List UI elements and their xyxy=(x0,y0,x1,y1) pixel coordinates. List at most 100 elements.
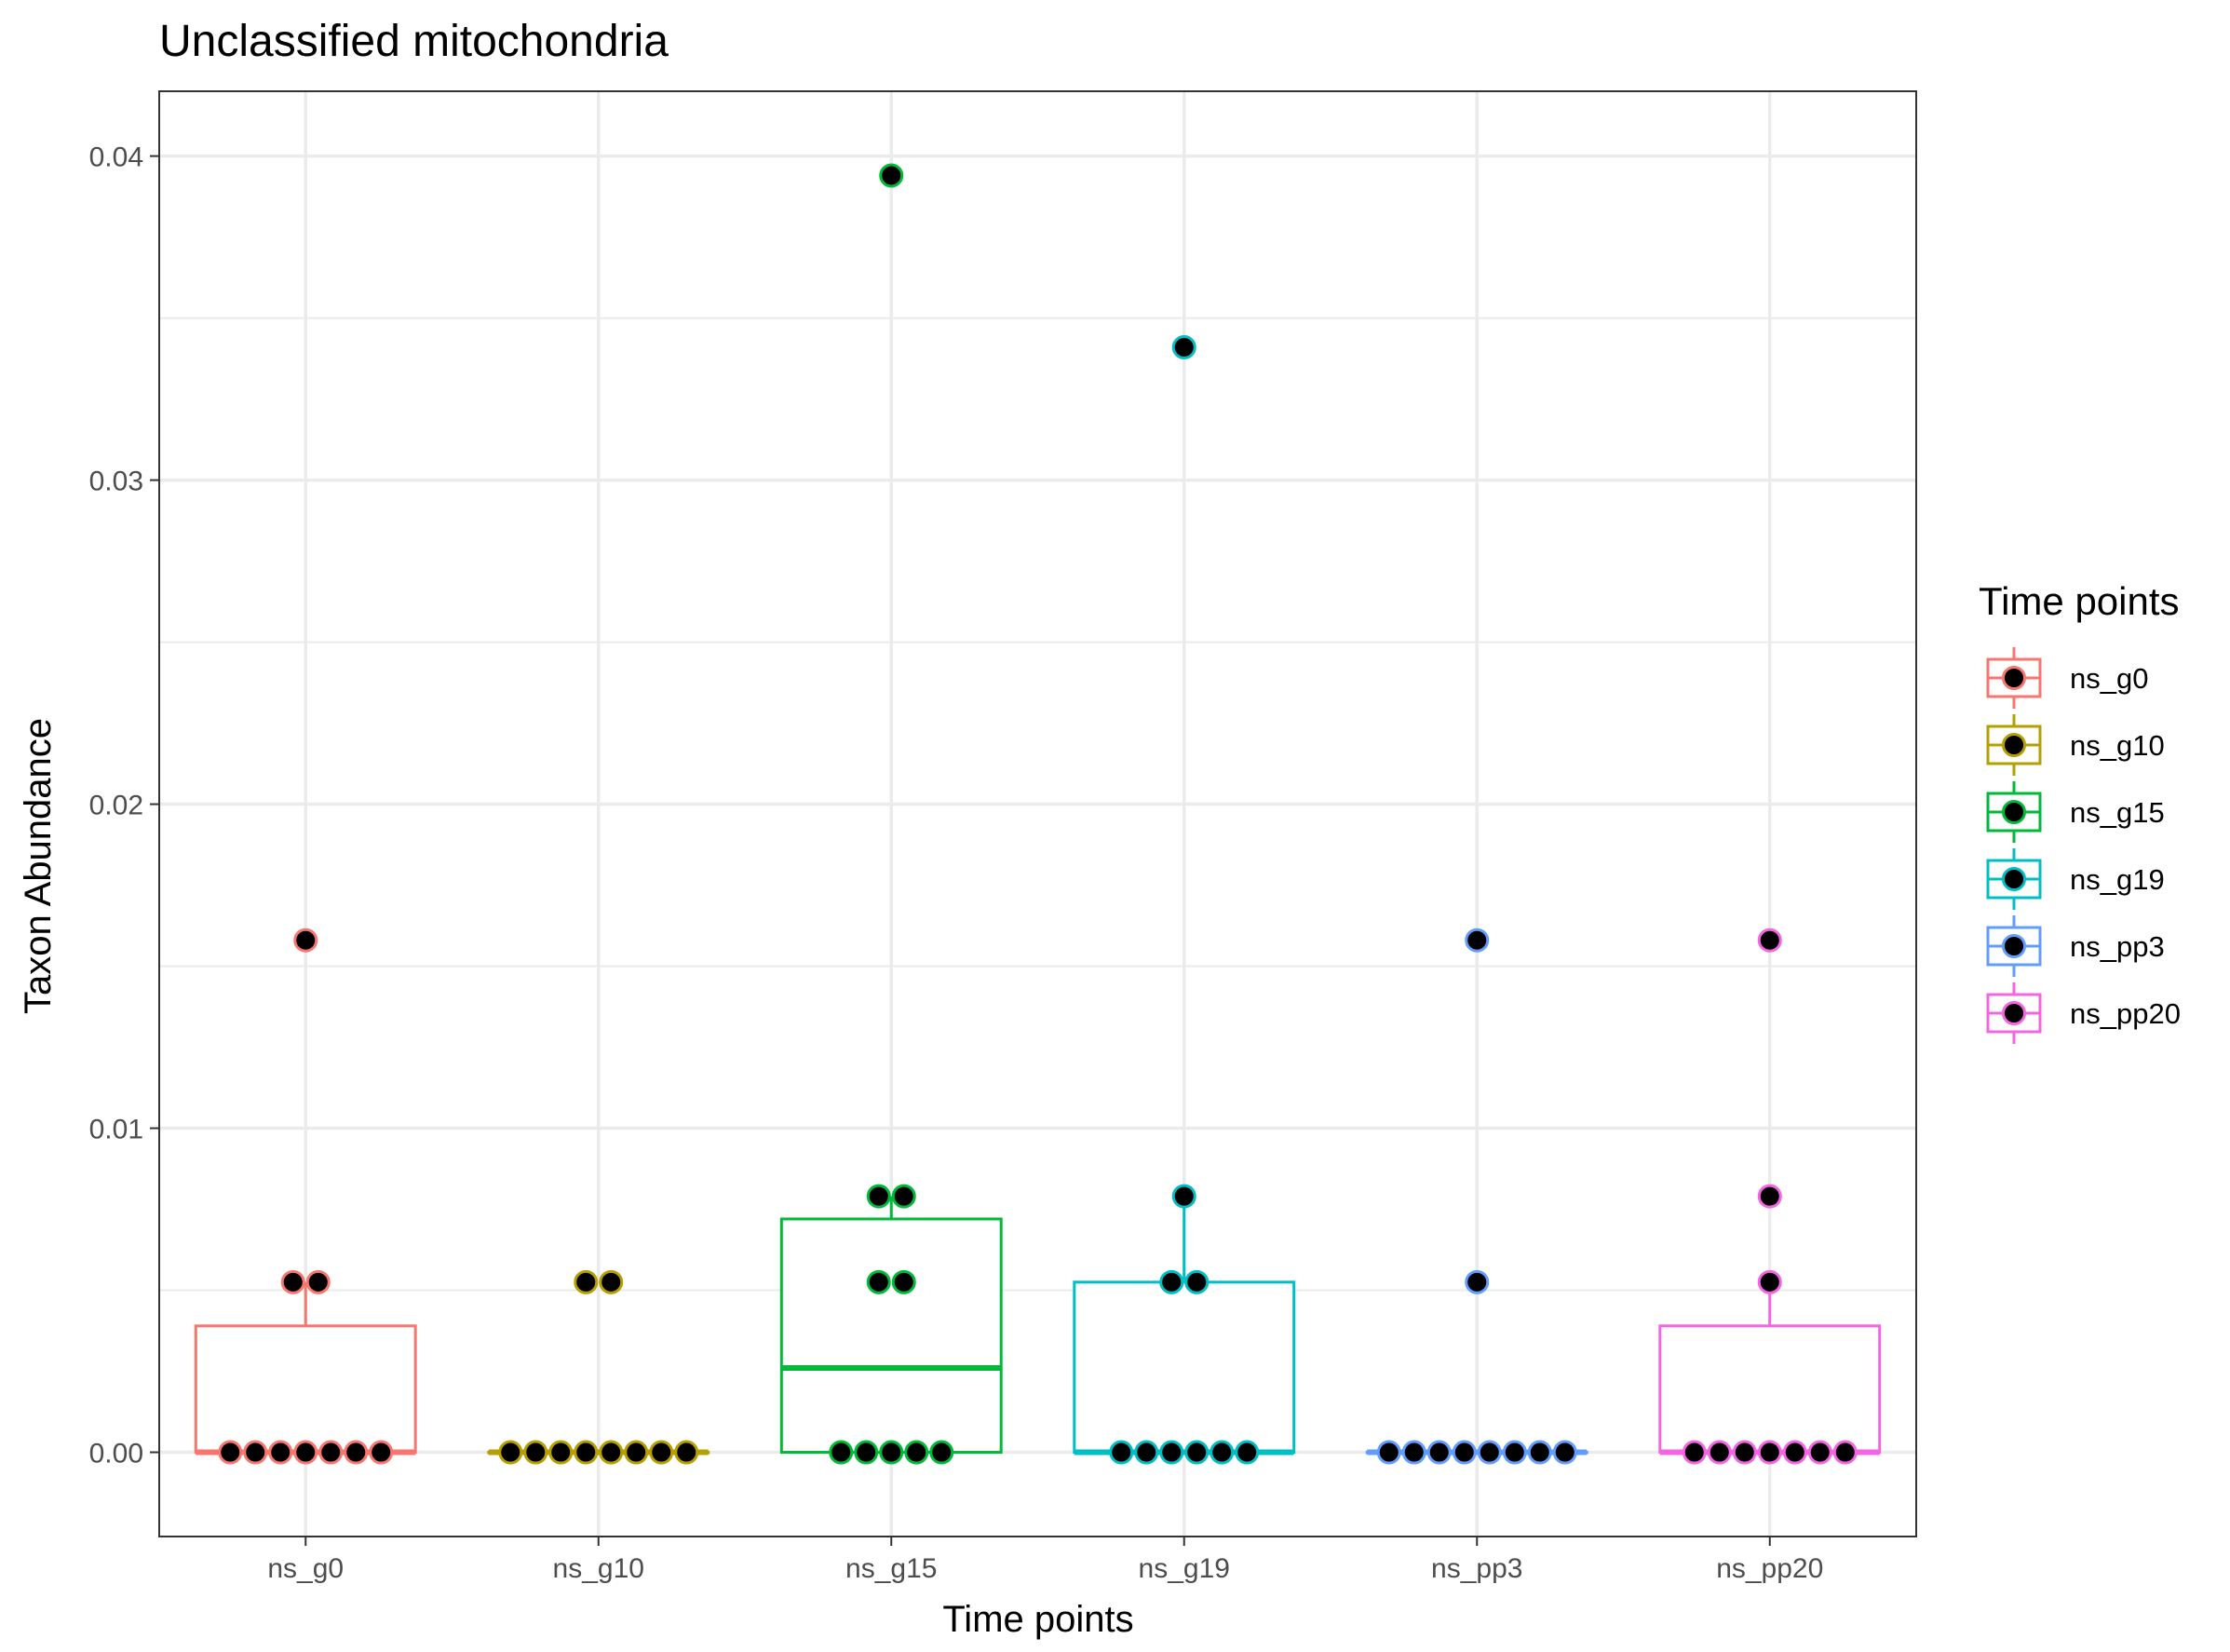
data-point xyxy=(1235,1440,1260,1465)
legend-item-ns_g15: ns_g15 xyxy=(1986,781,2165,843)
y-tick-label: 0.02 xyxy=(89,791,143,821)
data-point xyxy=(904,1440,929,1465)
y-axis: 0.00 0.01 0.02 0.03 0.04 xyxy=(89,142,159,1469)
data-point xyxy=(1502,1440,1527,1465)
y-tick-label: 0.03 xyxy=(89,467,143,497)
data-point xyxy=(1527,1440,1552,1465)
data-point xyxy=(369,1440,394,1465)
box-body xyxy=(194,1324,417,1455)
data-point xyxy=(498,1440,523,1465)
data-point xyxy=(1682,1440,1707,1465)
box-body xyxy=(1073,1280,1296,1455)
data-point xyxy=(879,163,904,188)
y-tick-label: 0.04 xyxy=(89,142,143,173)
data-point xyxy=(574,1440,599,1465)
legend-title: Time points xyxy=(1979,579,2180,623)
data-point xyxy=(293,928,318,953)
legend-key-point xyxy=(2002,733,2026,757)
data-point xyxy=(1757,1184,1782,1209)
legend-label: ns_g10 xyxy=(2070,729,2165,762)
data-point xyxy=(1184,1269,1210,1294)
x-tick-label: ns_pp3 xyxy=(1431,1553,1522,1584)
legend-key-point xyxy=(2002,666,2026,690)
data-point xyxy=(305,1269,331,1294)
data-point xyxy=(243,1440,268,1465)
data-point xyxy=(891,1269,916,1294)
legend-item-ns_pp20: ns_pp20 xyxy=(1986,982,2181,1044)
data-point xyxy=(1401,1440,1426,1465)
data-points xyxy=(218,163,1858,1465)
legend-label: ns_pp20 xyxy=(2070,997,2181,1030)
data-point xyxy=(1757,1269,1782,1294)
data-point xyxy=(268,1440,293,1465)
legend: Time points ns_g0 ns_g10 ns_g15 ns_g19 ns_pp… xyxy=(1979,579,2181,1044)
data-point xyxy=(1465,1269,1490,1294)
data-point xyxy=(1171,1184,1196,1209)
data-point xyxy=(649,1440,674,1465)
data-point xyxy=(829,1440,854,1465)
data-point xyxy=(1171,334,1196,359)
legend-item-ns_g10: ns_g10 xyxy=(1986,714,2165,776)
legend-item-ns_g0: ns_g0 xyxy=(1986,647,2148,709)
chart-title: Unclassified mitochondria xyxy=(159,17,669,66)
x-tick-label: ns_pp20 xyxy=(1716,1553,1823,1584)
data-point xyxy=(929,1440,954,1465)
data-point xyxy=(1782,1440,1807,1465)
legend-item-ns_pp3: ns_pp3 xyxy=(1986,915,2165,977)
y-axis-label: Taxon Abundance xyxy=(18,718,59,1014)
data-point xyxy=(1707,1440,1732,1465)
data-point xyxy=(866,1269,891,1294)
x-tick-label: ns_g15 xyxy=(845,1553,937,1584)
data-point xyxy=(1732,1440,1757,1465)
x-axis: ns_g0 ns_g10 ns_g15 ns_g19 ns_pp3 ns_pp20 xyxy=(267,1537,1823,1584)
data-point xyxy=(1134,1440,1159,1465)
box-series xyxy=(194,1196,1882,1456)
data-point xyxy=(1465,928,1490,953)
legend-label: ns_g19 xyxy=(2070,863,2165,896)
panel-border xyxy=(158,90,1917,1537)
data-point xyxy=(854,1440,879,1465)
data-point xyxy=(1426,1440,1452,1465)
box-body xyxy=(779,1217,1003,1455)
x-tick-label: ns_g10 xyxy=(553,1553,644,1584)
data-point xyxy=(574,1269,599,1294)
data-point xyxy=(280,1269,305,1294)
legend-key-point xyxy=(2002,1001,2026,1025)
box-ns_g15 xyxy=(779,1196,1003,1455)
data-point xyxy=(599,1269,624,1294)
box-body xyxy=(1658,1324,1882,1455)
y-tick-label: 0.00 xyxy=(89,1439,143,1469)
data-point xyxy=(218,1440,243,1465)
data-point xyxy=(1832,1440,1858,1465)
x-tick-label: ns_g0 xyxy=(267,1553,344,1584)
data-point xyxy=(1757,928,1782,953)
legend-label: ns_pp3 xyxy=(2070,930,2165,963)
y-tick-label: 0.01 xyxy=(89,1115,143,1145)
data-point xyxy=(1159,1269,1184,1294)
data-point xyxy=(1109,1440,1134,1465)
data-point xyxy=(599,1440,624,1465)
data-point xyxy=(674,1440,699,1465)
data-point xyxy=(1184,1440,1210,1465)
data-point xyxy=(1477,1440,1502,1465)
data-point xyxy=(1452,1440,1477,1465)
minor-gridlines xyxy=(159,317,1916,1292)
data-point xyxy=(523,1440,548,1465)
legend-key-point xyxy=(2002,934,2026,958)
data-point xyxy=(1807,1440,1832,1465)
data-point xyxy=(624,1440,649,1465)
data-point xyxy=(1757,1440,1782,1465)
legend-label: ns_g15 xyxy=(2070,796,2165,829)
x-tick-label: ns_g19 xyxy=(1139,1553,1230,1584)
legend-key-point xyxy=(2002,800,2026,824)
data-point xyxy=(866,1184,891,1209)
data-point xyxy=(1159,1440,1184,1465)
data-point xyxy=(318,1440,344,1465)
data-point xyxy=(1210,1440,1235,1465)
plot-panel xyxy=(158,90,1917,1537)
data-point xyxy=(548,1440,574,1465)
legend-label: ns_g0 xyxy=(2070,662,2148,695)
data-point xyxy=(293,1440,318,1465)
data-point xyxy=(1376,1440,1401,1465)
